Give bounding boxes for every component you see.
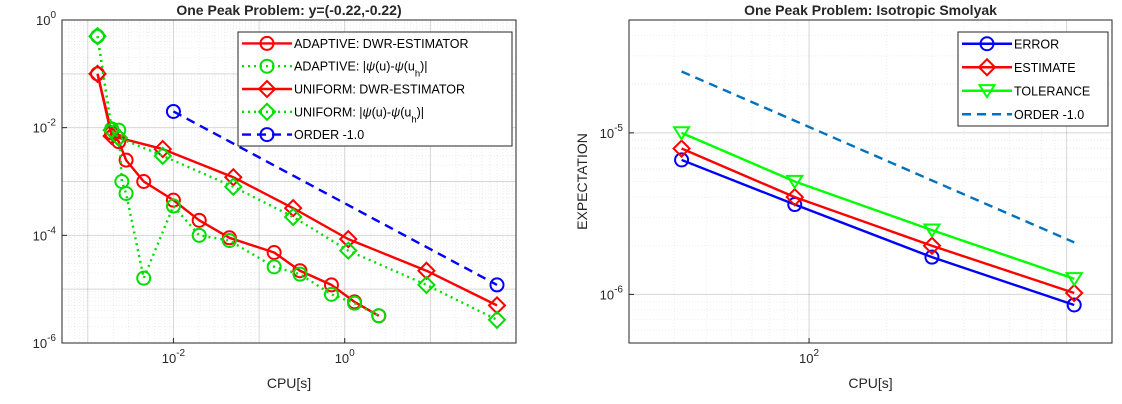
y-tick-label: 10-6 — [33, 333, 57, 351]
data-point — [136, 270, 152, 286]
legend-label: TOLERANCE — [1014, 84, 1090, 98]
data-point — [487, 295, 507, 315]
series-group — [672, 70, 1084, 313]
legend-marker — [259, 58, 275, 74]
data-point — [323, 286, 339, 302]
data-point — [90, 66, 106, 82]
series-1 — [672, 139, 1084, 303]
y-tick-label: 10-4 — [33, 225, 57, 243]
legend-label: ADAPTIVE: DWR-ESTIMATOR — [294, 37, 469, 51]
data-point — [922, 236, 942, 256]
data-point — [165, 103, 181, 119]
data-point — [1066, 297, 1082, 313]
data-point — [1064, 283, 1084, 303]
series-line — [681, 70, 1075, 244]
series-line — [681, 158, 1075, 307]
left-chart-panel: 10-2 100 10-6 10-4 10-2 100 One Peak Problem: … — [33, 2, 517, 391]
series-line — [681, 131, 1075, 280]
legend: ADAPTIVE: DWR-ESTIMATOR ADAPTIVE: |ψ(u)-ψ… — [237, 31, 513, 147]
x-axis-label: CPU[s] — [848, 375, 892, 391]
x-tick-label: 10-2 — [162, 348, 186, 366]
legend-label: UNIFORM: |ψ(u)-ψ(uh)| — [294, 105, 424, 125]
series-line — [96, 73, 380, 317]
data-point — [118, 152, 134, 168]
series-2 — [672, 126, 1084, 287]
data-point — [1064, 272, 1084, 287]
legend-marker — [977, 84, 997, 100]
legend-label: ESTIMATE — [1014, 61, 1076, 75]
data-point — [672, 139, 691, 158]
y-tick-label: 10-5 — [600, 123, 624, 141]
data-point — [346, 295, 362, 311]
data-point — [323, 277, 339, 293]
data-point — [338, 229, 358, 249]
y-tick-label: 10-6 — [600, 284, 624, 302]
data-point — [283, 198, 303, 218]
legend-box — [237, 31, 513, 147]
data-point — [223, 167, 243, 187]
series-3 — [681, 70, 1075, 244]
legend: ERROR ESTIMATE TOLERANCE ORDER -1.0 — [957, 31, 1109, 127]
y-axis-label: EXPECTATION — [574, 133, 590, 230]
series-4 — [165, 103, 505, 293]
data-point — [191, 227, 207, 243]
data-point — [118, 185, 134, 201]
x-tick-label: 100 — [335, 348, 355, 366]
series-0 — [674, 152, 1082, 313]
data-point — [489, 277, 505, 293]
data-point — [785, 187, 805, 207]
legend-label: ORDER -1.0 — [1014, 108, 1084, 122]
legend-label: UNIFORM: DWR-ESTIMATOR — [294, 83, 465, 97]
series-line — [96, 36, 498, 321]
legend-label: ADAPTIVE: |ψ(u)-ψ(uh)| — [294, 60, 428, 80]
legend-marker — [979, 36, 995, 52]
axes-box — [628, 19, 1113, 344]
data-point — [417, 261, 436, 281]
data-point — [417, 275, 436, 295]
x-axis-label: CPU[s] — [267, 375, 311, 391]
data-point — [88, 26, 107, 46]
data-point — [266, 244, 282, 260]
data-point — [88, 64, 107, 84]
y-tick-label: 10-2 — [33, 118, 57, 136]
data-point — [283, 207, 303, 227]
data-point — [221, 233, 237, 249]
series-group — [88, 26, 507, 330]
x-tick-label: 102 — [799, 348, 819, 366]
chart-title: One Peak Problem: Isotropic Smolyak — [744, 2, 997, 18]
data-point — [338, 241, 358, 261]
data-point — [672, 126, 691, 142]
data-point — [153, 146, 173, 166]
data-point — [371, 308, 387, 324]
data-point — [191, 212, 207, 228]
legend-marker — [259, 35, 275, 51]
legend-marker — [257, 79, 277, 99]
series-3 — [88, 26, 507, 330]
right-chart-panel: 102 10-6 10-5 One Peak Problem: Isotropic S… — [574, 2, 1113, 391]
data-point — [922, 223, 942, 239]
legend-label: ERROR — [1014, 37, 1059, 51]
data-point — [109, 128, 129, 148]
data-point — [266, 259, 282, 275]
chart-title: One Peak Problem: y=(-0.22,-0.22) — [176, 2, 401, 18]
data-point — [153, 139, 173, 159]
data-point — [223, 177, 243, 197]
legend-marker — [257, 102, 277, 122]
legend-marker — [977, 57, 997, 77]
series-line — [681, 147, 1075, 295]
data-point — [136, 174, 152, 189]
data-point — [487, 310, 507, 330]
data-point — [924, 249, 940, 265]
legend-marker — [259, 127, 275, 143]
axes-box — [61, 19, 517, 344]
y-tick-label: 100 — [36, 10, 56, 28]
data-point — [785, 174, 805, 190]
series-line — [172, 110, 498, 286]
data-point — [292, 266, 308, 282]
data-point — [674, 152, 690, 168]
legend-label: ORDER -1.0 — [294, 128, 364, 142]
data-point — [165, 198, 181, 214]
